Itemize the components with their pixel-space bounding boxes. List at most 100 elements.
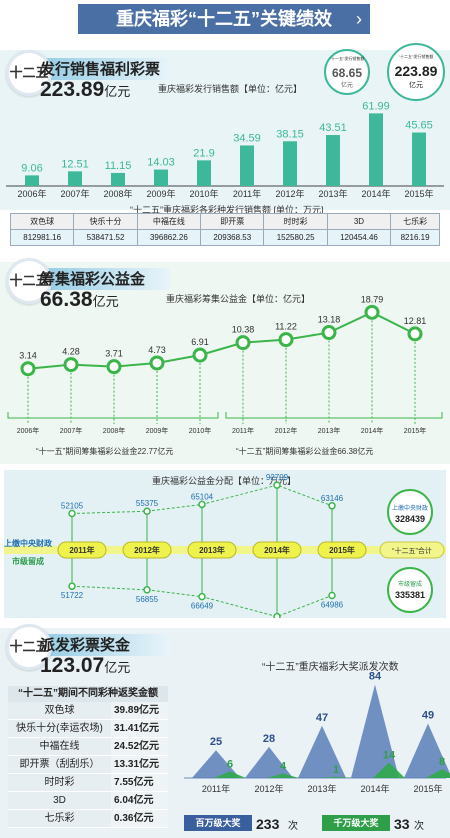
tenmillion-prize-peak: [426, 769, 450, 778]
fund-point-label: 3.71: [105, 349, 123, 359]
sales-chart-title: 重庆福彩发行销售额【单位：亿元】: [158, 83, 302, 94]
sales-badge: 十二五: [6, 50, 52, 96]
prize-amount: 7.55亿元: [111, 774, 168, 791]
fund-x-tick: 2010年: [189, 426, 212, 435]
fund-chart-title: 重庆福彩筹集公益金【单位：亿元】: [166, 293, 310, 304]
city-point: [198, 592, 206, 601]
sales-bar-value: 11.15: [105, 160, 132, 172]
distribution-year-label: 2011年: [69, 545, 94, 555]
distribution-year-pill: [57, 541, 107, 559]
prize-table-row: 双色球 39.89亿元: [8, 702, 168, 720]
sales-table-header-row: 双色球 快乐十分 中福在线 即开票 时时彩 3D 七乐彩: [9, 213, 440, 230]
prize-table-row: 快乐十分(幸运农场) 31.41亿元: [8, 720, 168, 738]
sales-bar-value: 12.51: [61, 158, 89, 170]
city-point: [68, 582, 76, 590]
fund-x-tick: 2013年: [318, 426, 341, 435]
fund-total-unit: 亿元: [92, 294, 119, 309]
tenmillion-prize-peak: [373, 762, 405, 778]
prize-table-row: 3D 6.04亿元: [8, 792, 168, 810]
million-prize-peak: [298, 725, 346, 778]
sales-table-header-cell: 快乐十分: [73, 213, 138, 230]
million-prize-value: 28: [263, 733, 275, 745]
distribution-total-pill: [379, 541, 445, 559]
distribution-year-label: 2012年: [134, 545, 160, 555]
fund-point-label: 4.28: [62, 347, 80, 357]
sales-bar-value: 14.03: [147, 157, 175, 169]
sales-table-value-cell: 396862.26: [136, 229, 202, 246]
fund-point-label: 10.38: [232, 325, 255, 335]
prize-x-tick: 2013年: [307, 783, 336, 794]
fund-head-band: [30, 268, 170, 290]
million-prize-peak: [404, 723, 450, 778]
prize-amount: 31.41亿元: [111, 720, 168, 737]
central-point: [68, 509, 76, 518]
fund-point-label: 18.79: [361, 294, 384, 304]
prize-type-name: 时时彩: [8, 774, 111, 791]
tenmillion-prize-value: 8: [439, 756, 445, 768]
sales-bar-value: 9.06: [21, 162, 42, 174]
million-prize-value: 47: [316, 712, 328, 724]
sales-table-header-cell: 时时彩: [263, 213, 328, 230]
sales-table-value-cell: 209368.53: [200, 229, 265, 246]
legend-tenmillion-total: 33: [394, 816, 410, 832]
sales-bar-value: 45.65: [405, 120, 433, 132]
fund-point: [149, 355, 165, 371]
fund-point-label: 4.73: [148, 345, 166, 355]
city-total-label: 市级留成: [398, 580, 422, 588]
million-prize-value: 49: [422, 710, 434, 722]
fund-point: [20, 361, 36, 377]
prize-amount: 24.52亿元: [111, 738, 168, 755]
sales-x-tick: 2010年: [189, 188, 218, 199]
central-point: [328, 502, 336, 510]
prize-type-name: 双色球: [8, 702, 111, 719]
sales-bar: [283, 141, 297, 186]
prize-type-name: 3D: [8, 792, 111, 809]
million-prize-value: 25: [210, 736, 222, 748]
sales-callouts: “十一五”发行销售额 68.65 亿元 “十二五”发行销售额 223.89 亿元: [324, 43, 445, 101]
callout-right-bag: [387, 43, 445, 101]
sales-x-tick: 2014年: [361, 188, 390, 199]
central-value: 92709: [266, 473, 289, 482]
tenmillion-prize-value: 1: [333, 764, 339, 776]
sales-table-title: “十二五”重庆福彩各彩种发行销售额 [单位：万元]: [130, 205, 324, 215]
legend-tenmillion-unit: 次: [414, 819, 424, 832]
sales-bar-value: 21.9: [193, 147, 214, 159]
sales-table-header-cell: 中福在线: [136, 213, 202, 230]
sales-bar: [369, 113, 383, 186]
fund-total-value: 66.38: [40, 288, 93, 311]
sales-table: 双色球 快乐十分 中福在线 即开票 时时彩 3D 七乐彩 812981.16 538471.5…: [9, 213, 440, 246]
sales-x-tick: 2008年: [103, 188, 132, 199]
prize-heading: 派发彩票奖金: [40, 637, 131, 654]
fund-note-right: “十二五”期间筹集福彩公益金66.38亿元: [236, 446, 373, 456]
fund-heading: 筹集福彩公益金: [40, 271, 146, 288]
sales-bar-chart: 重庆福彩发行销售额【单位：亿元】 9.06 2006年 12.51 2007年 11.1…: [6, 83, 444, 199]
sales-table-header-cell: 3D: [326, 213, 392, 230]
million-prize-peak: [245, 746, 293, 778]
prize-table-row: 七乐彩 0.36亿元: [8, 810, 168, 828]
sales-x-tick: 2013年: [318, 188, 347, 199]
sales-table-value-cell: 120454.46: [326, 229, 392, 246]
fund-x-tick: 2007年: [60, 426, 83, 435]
sales-x-tick: 2009年: [146, 188, 175, 199]
fund-note-left: “十一五”期间筹集福彩公益金22.77亿元: [36, 446, 173, 456]
fund-bracket-left: [7, 412, 219, 419]
sales-bar: [197, 160, 211, 186]
fund-badge: 十二五: [6, 258, 52, 304]
legend-million-box: [184, 815, 252, 831]
fund-x-tick: 2008年: [103, 426, 126, 435]
sales-head-band: [30, 58, 170, 80]
fund-line-chart: 重庆福彩筹集公益金【单位：亿元】 3.14 2006年 4.28 2007年 3.71 2…: [7, 293, 443, 456]
city-point: [273, 612, 281, 618]
prize-x-tick: 2012年: [254, 783, 283, 794]
prize-table: “十二五”期间不同彩种返奖金额 双色球 39.89亿元 快乐十分(幸运农场) 31.4…: [8, 686, 168, 828]
fund-point: [235, 335, 251, 351]
prize-type-name: 中福在线: [8, 738, 111, 755]
fund-x-tick: 2009年: [146, 426, 169, 435]
callout-right-value: 223.89: [395, 63, 438, 79]
fund-x-tick: 2015年: [404, 426, 427, 435]
next-arrow-button[interactable]: ›: [348, 4, 370, 34]
distribution-year-label: 2015年: [329, 545, 355, 555]
sales-total-value: 223.89: [40, 78, 105, 101]
prize-x-tick: 2015年: [413, 783, 442, 794]
fund-x-tick: 2006年: [17, 426, 40, 435]
